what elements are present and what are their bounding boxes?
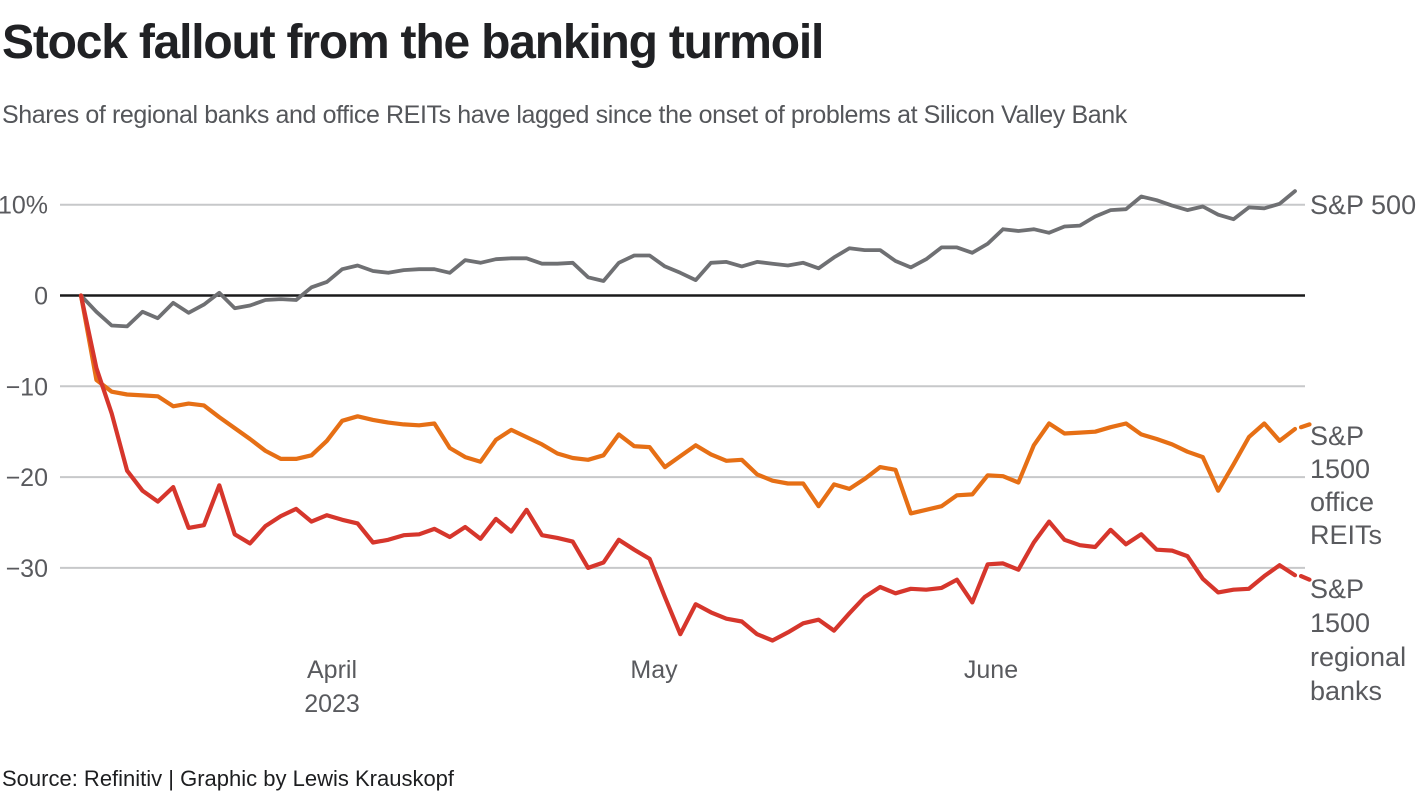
series-label-s-p-1500-office-reits: office — [1310, 487, 1374, 517]
x-tick-label: April — [307, 656, 357, 684]
x-tick-year-label: 2023 — [304, 690, 360, 718]
series-label-s-p-1500-office-reits: S&P — [1310, 421, 1364, 451]
series-label-s-p-1500-regional-banks: banks — [1310, 676, 1382, 706]
series-label-s-p-500: S&P 500 — [1310, 190, 1416, 220]
series-label-s-p-1500-regional-banks: regional — [1310, 642, 1406, 672]
y-tick-label: −30 — [6, 555, 48, 583]
series-line-s-p-1500-office-reits — [78, 293, 1298, 516]
y-tick-label: 0 — [34, 283, 48, 311]
series-label-s-p-1500-office-reits: 1500 — [1310, 454, 1370, 484]
series-label-s-p-1500-regional-banks: S&P — [1310, 574, 1364, 604]
series-end-dash-s-p-1500-office-reits — [1298, 422, 1312, 430]
x-tick-label: May — [630, 656, 678, 684]
series-label-s-p-1500-office-reits: REITs — [1310, 520, 1382, 550]
chart-title: Stock fallout from the banking turmoil — [2, 16, 824, 69]
source-line: Source: Refinitiv | Graphic by Lewis Kra… — [2, 766, 455, 791]
series-line-s-p-500 — [79, 189, 1297, 329]
y-tick-label: 10% — [0, 192, 48, 220]
chart-subtitle: Shares of regional banks and office REIT… — [2, 101, 1127, 129]
series-end-dash-s-p-1500-regional-banks — [1298, 573, 1312, 582]
series-line-s-p-1500-regional-banks — [78, 293, 1298, 643]
y-tick-label: −10 — [6, 373, 48, 401]
series-label-s-p-1500-regional-banks: 1500 — [1310, 608, 1370, 638]
y-tick-label: −20 — [6, 464, 48, 492]
x-tick-label: June — [964, 656, 1018, 684]
